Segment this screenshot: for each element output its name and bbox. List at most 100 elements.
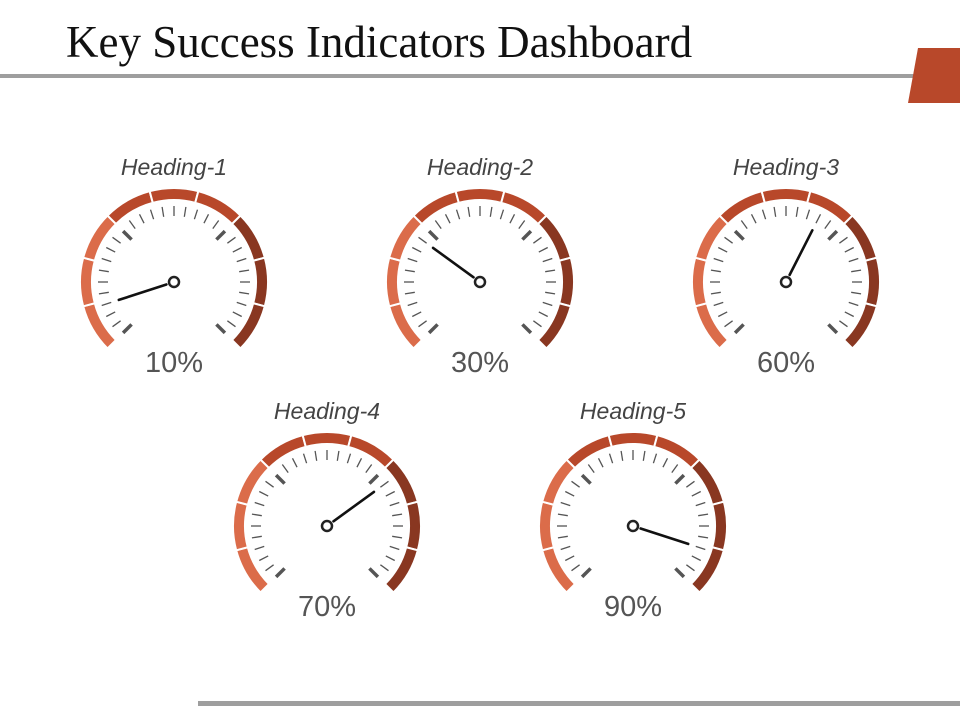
gauge-major-tick <box>580 473 592 485</box>
gauge-4: Heading-4 70% <box>232 398 422 623</box>
gauge-minor-tick <box>467 206 471 217</box>
gauge-minor-tick <box>389 501 400 507</box>
gauge-arc-segment <box>842 214 879 263</box>
gauge-minor-tick <box>239 269 250 273</box>
gauge-value-label: 60% <box>757 347 815 379</box>
gauge-minor-tick <box>571 480 580 488</box>
gauge-value-label: 90% <box>604 591 662 623</box>
gauge-minor-tick <box>385 490 396 497</box>
gauge-major-tick <box>274 567 286 579</box>
title-divider <box>0 74 960 78</box>
gauge-arc-segment <box>652 433 701 470</box>
gauge-arc-segment <box>538 500 556 552</box>
gauge-minor-tick <box>336 450 340 461</box>
gauge-pivot <box>167 275 181 289</box>
gauge-minor-tick <box>560 501 571 507</box>
gauge-value-label: 10% <box>145 347 203 379</box>
gauge-minor-tick <box>564 555 575 562</box>
gauge-minor-tick <box>418 320 427 328</box>
gauge-minor-tick <box>538 246 549 253</box>
gauge-5: Heading-5 90% <box>538 398 728 623</box>
gauge-arc-segment <box>760 187 812 205</box>
gauge-minor-tick <box>538 311 549 318</box>
gauge-minor-tick <box>851 269 862 273</box>
gauge-arc-segment <box>557 256 575 308</box>
gauge-minor-tick <box>761 209 767 220</box>
gauge-minor-tick <box>773 206 777 217</box>
gauge-1: Heading-1 10% <box>79 154 269 379</box>
gauge-minor-tick <box>380 480 389 488</box>
gauge-minor-tick <box>254 501 265 507</box>
gauge-arc-segment <box>689 458 726 507</box>
gauge-arc-segment <box>230 214 267 263</box>
gauge-minor-tick <box>652 453 658 464</box>
gauge-minor-tick <box>258 490 269 497</box>
gauge-arc-segment <box>383 458 420 507</box>
gauge-minor-tick <box>686 564 695 572</box>
gauge-minor-tick <box>98 291 109 295</box>
gauge-minor-tick <box>824 220 832 229</box>
gauge-minor-tick <box>691 490 702 497</box>
gauge-arc-segment <box>404 500 422 552</box>
gauge-minor-tick <box>404 269 415 273</box>
gauge-major-tick <box>733 323 745 335</box>
gauge-needle <box>332 490 376 523</box>
gauge-minor-tick <box>455 209 461 220</box>
gauge-arc-segment <box>454 187 506 205</box>
gauge-minor-tick <box>434 220 442 229</box>
gauge-arc-segment <box>251 256 269 308</box>
gauge-arc-segment <box>301 431 353 449</box>
gauge-major-tick <box>121 323 133 335</box>
gauge-arc-segment <box>540 545 577 594</box>
gauge-minor-tick <box>557 513 568 517</box>
gauge-minor-tick <box>389 545 400 551</box>
gauge-major-tick <box>427 323 439 335</box>
gauge-minor-tick <box>844 311 855 318</box>
gauge-minor-tick <box>713 257 724 263</box>
gauge-major-tick <box>827 229 839 241</box>
gauge-pivot <box>320 519 334 533</box>
gauge-arc-segment <box>693 214 730 263</box>
gauge-minor-tick <box>112 236 121 244</box>
gauge-minor-tick <box>717 311 728 318</box>
gauge-major-tick <box>521 229 533 241</box>
gauge-minor-tick <box>411 311 422 318</box>
gauge-arc-segment <box>234 458 271 507</box>
gauge-major-tick <box>274 473 286 485</box>
gauge-arc-segment <box>842 301 879 350</box>
gauge-minor-tick <box>750 213 757 224</box>
gauge-minor-tick <box>380 564 389 572</box>
gauge-arc-segment <box>79 256 97 308</box>
gauge-minor-tick <box>542 301 553 307</box>
gauge-minor-tick <box>557 535 568 539</box>
gauge-major-tick <box>521 323 533 335</box>
gauge-minor-tick <box>597 457 604 468</box>
gauge-minor-tick <box>662 457 669 468</box>
gauge-arc-segment <box>383 545 420 594</box>
gauge-minor-tick <box>499 209 505 220</box>
gauge-minor-tick <box>281 464 289 473</box>
gauge-arc-segment <box>718 189 767 226</box>
gauge-major-tick <box>215 323 227 335</box>
gauge-arc-segment <box>863 256 881 308</box>
gauge-needle <box>117 283 168 302</box>
gauge-minor-tick <box>404 291 415 295</box>
gauge-minor-tick <box>418 236 427 244</box>
gauge-value-label: 70% <box>298 591 356 623</box>
gauge-minor-tick <box>407 301 418 307</box>
gauge-minor-tick <box>101 301 112 307</box>
gauge-minor-tick <box>236 301 247 307</box>
gauge-arc-segment <box>385 256 403 308</box>
gauge-minor-tick <box>232 246 243 253</box>
gauge-minor-tick <box>571 564 580 572</box>
gauge-minor-tick <box>392 535 403 539</box>
gauge-arc-segment <box>691 256 709 308</box>
gauge-minor-tick <box>149 209 155 220</box>
gauge-minor-tick <box>608 453 614 464</box>
gauge-minor-tick <box>161 206 165 217</box>
gauge-minor-tick <box>533 236 542 244</box>
gauge-minor-tick <box>385 555 396 562</box>
gauge-minor-tick <box>724 236 733 244</box>
gauge-needle <box>431 246 475 279</box>
